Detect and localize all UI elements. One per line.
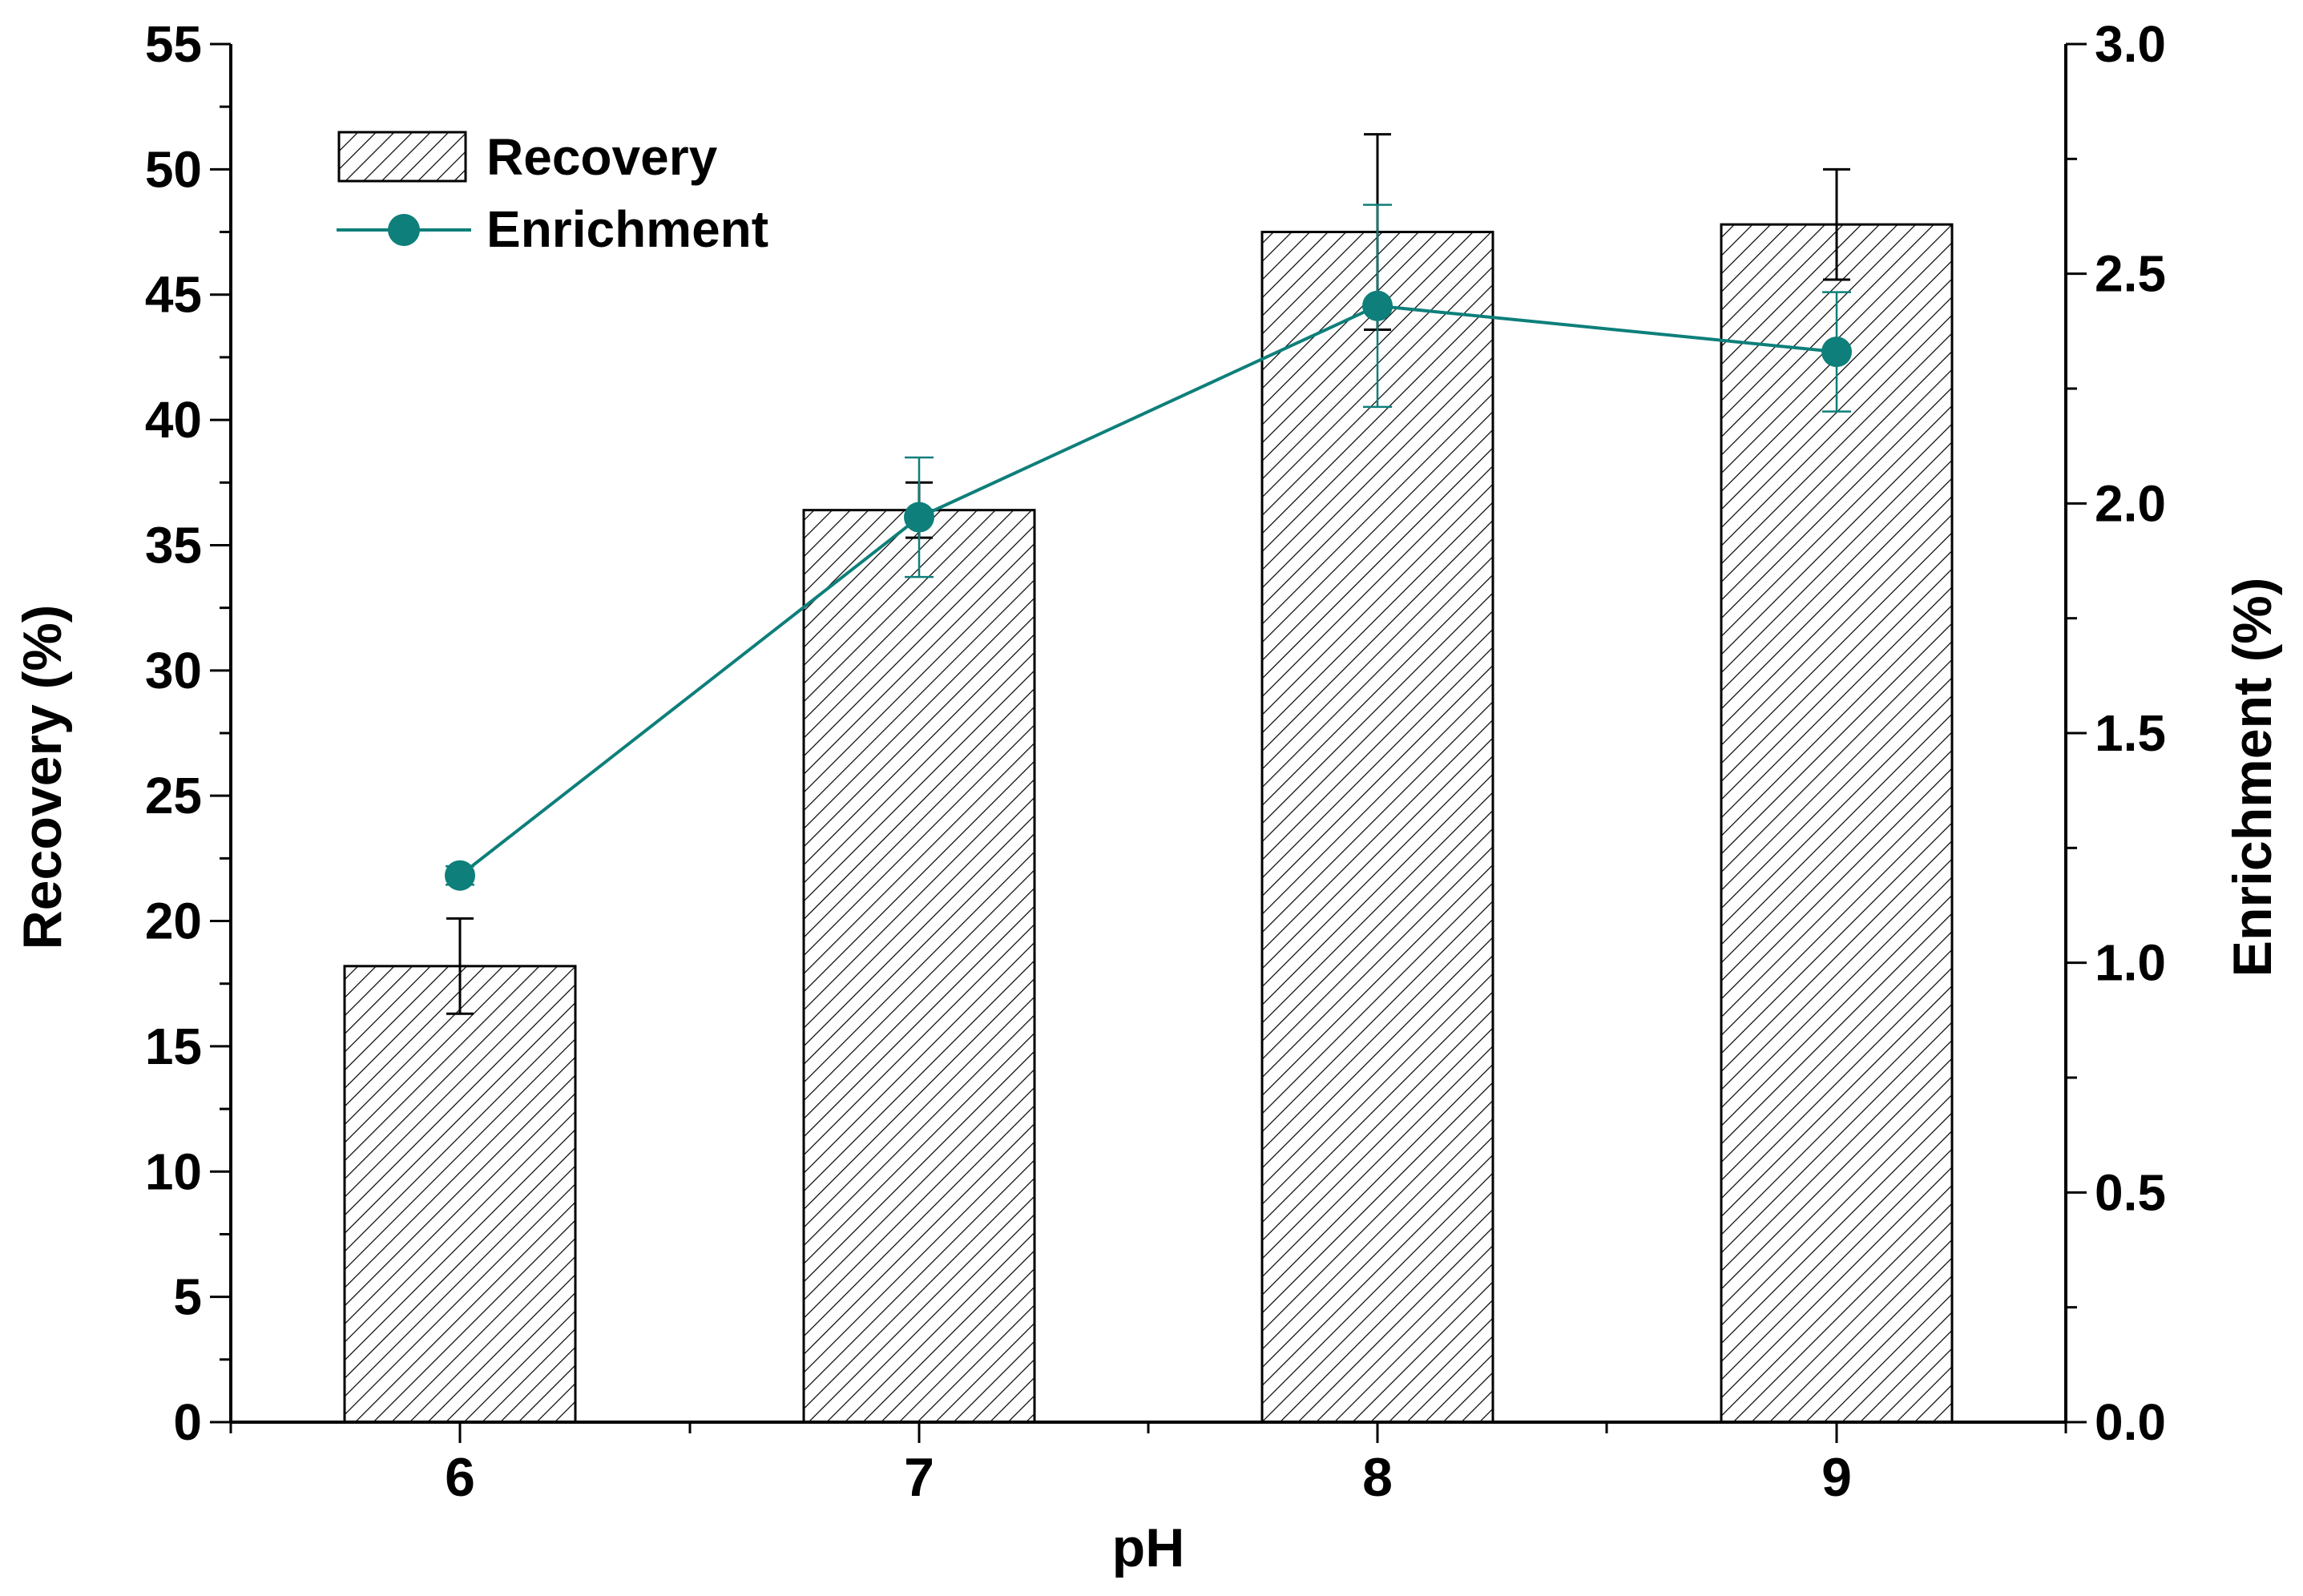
legend-swatch-recovery <box>337 131 467 183</box>
legend-marker-enrichment <box>388 214 420 246</box>
bar-recovery-ph-7 <box>802 509 1036 1424</box>
bar-recovery-ph-6 <box>343 965 577 1424</box>
x-tick-label: 9 <box>1821 1447 1852 1508</box>
errorbar-recovery-ph-6 <box>446 917 474 1015</box>
y-tick-label: 0 <box>173 1393 202 1451</box>
x-tick-label: 6 <box>445 1447 475 1508</box>
legend-label-recovery: Recovery <box>486 128 718 186</box>
y2-tick-label: 0.0 <box>2095 1393 2166 1451</box>
y-tick-label: 20 <box>145 893 202 950</box>
axis-ticks <box>210 42 2087 1443</box>
bar-error-bars <box>446 133 1850 1015</box>
y-tick-label: 25 <box>145 767 202 824</box>
tick-labels: 0 5 10 15 20 25 30 35 40 45 50 55 0.0 0.5 1.0 1.5 2.0 2.5… <box>145 15 2166 1508</box>
point-enrichment-ph-7 <box>904 502 934 533</box>
errorbar-recovery-ph-9 <box>1823 167 1850 281</box>
x-tick-label: 8 <box>1362 1447 1393 1508</box>
y-tick-label: 55 <box>145 15 202 73</box>
y2-tick-label: 0.5 <box>2095 1163 2166 1221</box>
y-tick-label: 15 <box>145 1018 202 1075</box>
y2-axis-title: Enrichment (%) <box>2222 578 2283 977</box>
y-axis-title: Recovery (%) <box>12 605 73 950</box>
y-tick-label: 35 <box>145 516 202 574</box>
y2-tick-label: 1.0 <box>2095 934 2166 992</box>
point-enrichment-ph-6 <box>445 860 475 891</box>
legend-label-enrichment: Enrichment <box>486 200 768 258</box>
enrichment-line <box>458 304 1837 877</box>
x-axis-title: pH <box>1112 1517 1185 1578</box>
y-tick-label: 5 <box>173 1268 202 1326</box>
legend: Recovery Enrichment <box>337 128 768 258</box>
y2-tick-label: 1.5 <box>2095 704 2166 762</box>
y-tick-label: 50 <box>145 140 202 198</box>
bar-recovery-ph-9 <box>1720 223 1954 1424</box>
y2-tick-label: 2.0 <box>2095 474 2166 532</box>
point-enrichment-ph-9 <box>1821 337 1852 368</box>
bar-recovery-ph-8 <box>1260 231 1494 1424</box>
bars-layer <box>343 223 1954 1424</box>
y-tick-label: 40 <box>145 391 202 449</box>
y-tick-label: 30 <box>145 642 202 699</box>
y2-tick-label: 3.0 <box>2095 15 2166 73</box>
enrichment-series <box>445 204 1852 891</box>
y2-tick-label: 2.5 <box>2095 245 2166 303</box>
x-tick-label: 7 <box>904 1447 934 1508</box>
point-enrichment-ph-8 <box>1362 290 1393 321</box>
y-tick-label: 45 <box>145 266 202 324</box>
y-tick-label: 10 <box>145 1143 202 1200</box>
